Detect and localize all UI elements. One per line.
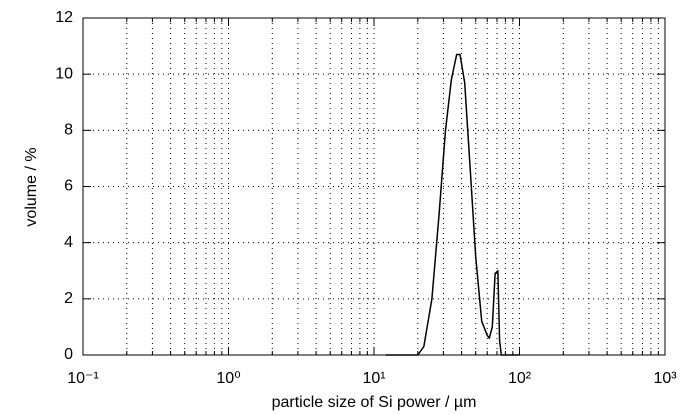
x-axis-label: particle size of Si power / µm: [272, 394, 477, 411]
y-tick-label: 10: [55, 65, 73, 82]
y-axis-label: volume / %: [23, 147, 40, 226]
y-tick-label: 4: [64, 234, 73, 251]
y-tick-label: 2: [64, 290, 73, 307]
plot-frame: [82, 17, 666, 356]
x-tick-label: 10¹: [362, 370, 385, 387]
x-tick-label: 10³: [653, 370, 677, 387]
y-tick-label: 0: [64, 346, 73, 363]
data-line: [385, 53, 520, 356]
y-tick-label: 6: [64, 178, 73, 195]
x-tick-label: 10⁻¹: [67, 370, 99, 387]
y-tick-label: 8: [64, 122, 73, 139]
x-tick-label: 10⁰: [216, 370, 240, 387]
y-tick-label: 12: [55, 9, 73, 26]
x-tick-label: 10²: [508, 370, 532, 387]
